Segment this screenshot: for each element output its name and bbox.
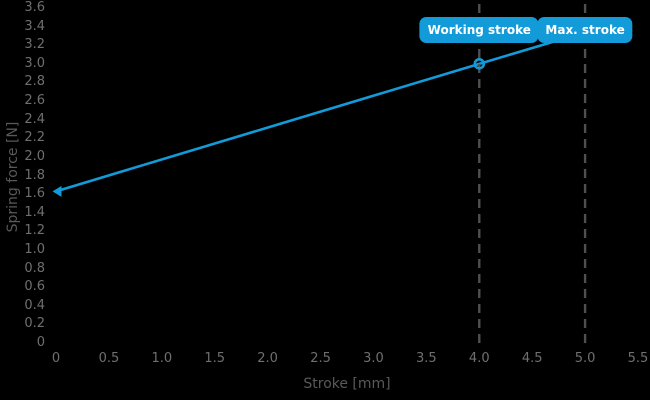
series-line [54,30,587,193]
caret-left-marker [52,185,62,197]
open-circle-marker [473,58,486,70]
max-stroke-label: Max. stroke [537,17,633,43]
working-stroke-label: Working stroke [419,17,539,43]
